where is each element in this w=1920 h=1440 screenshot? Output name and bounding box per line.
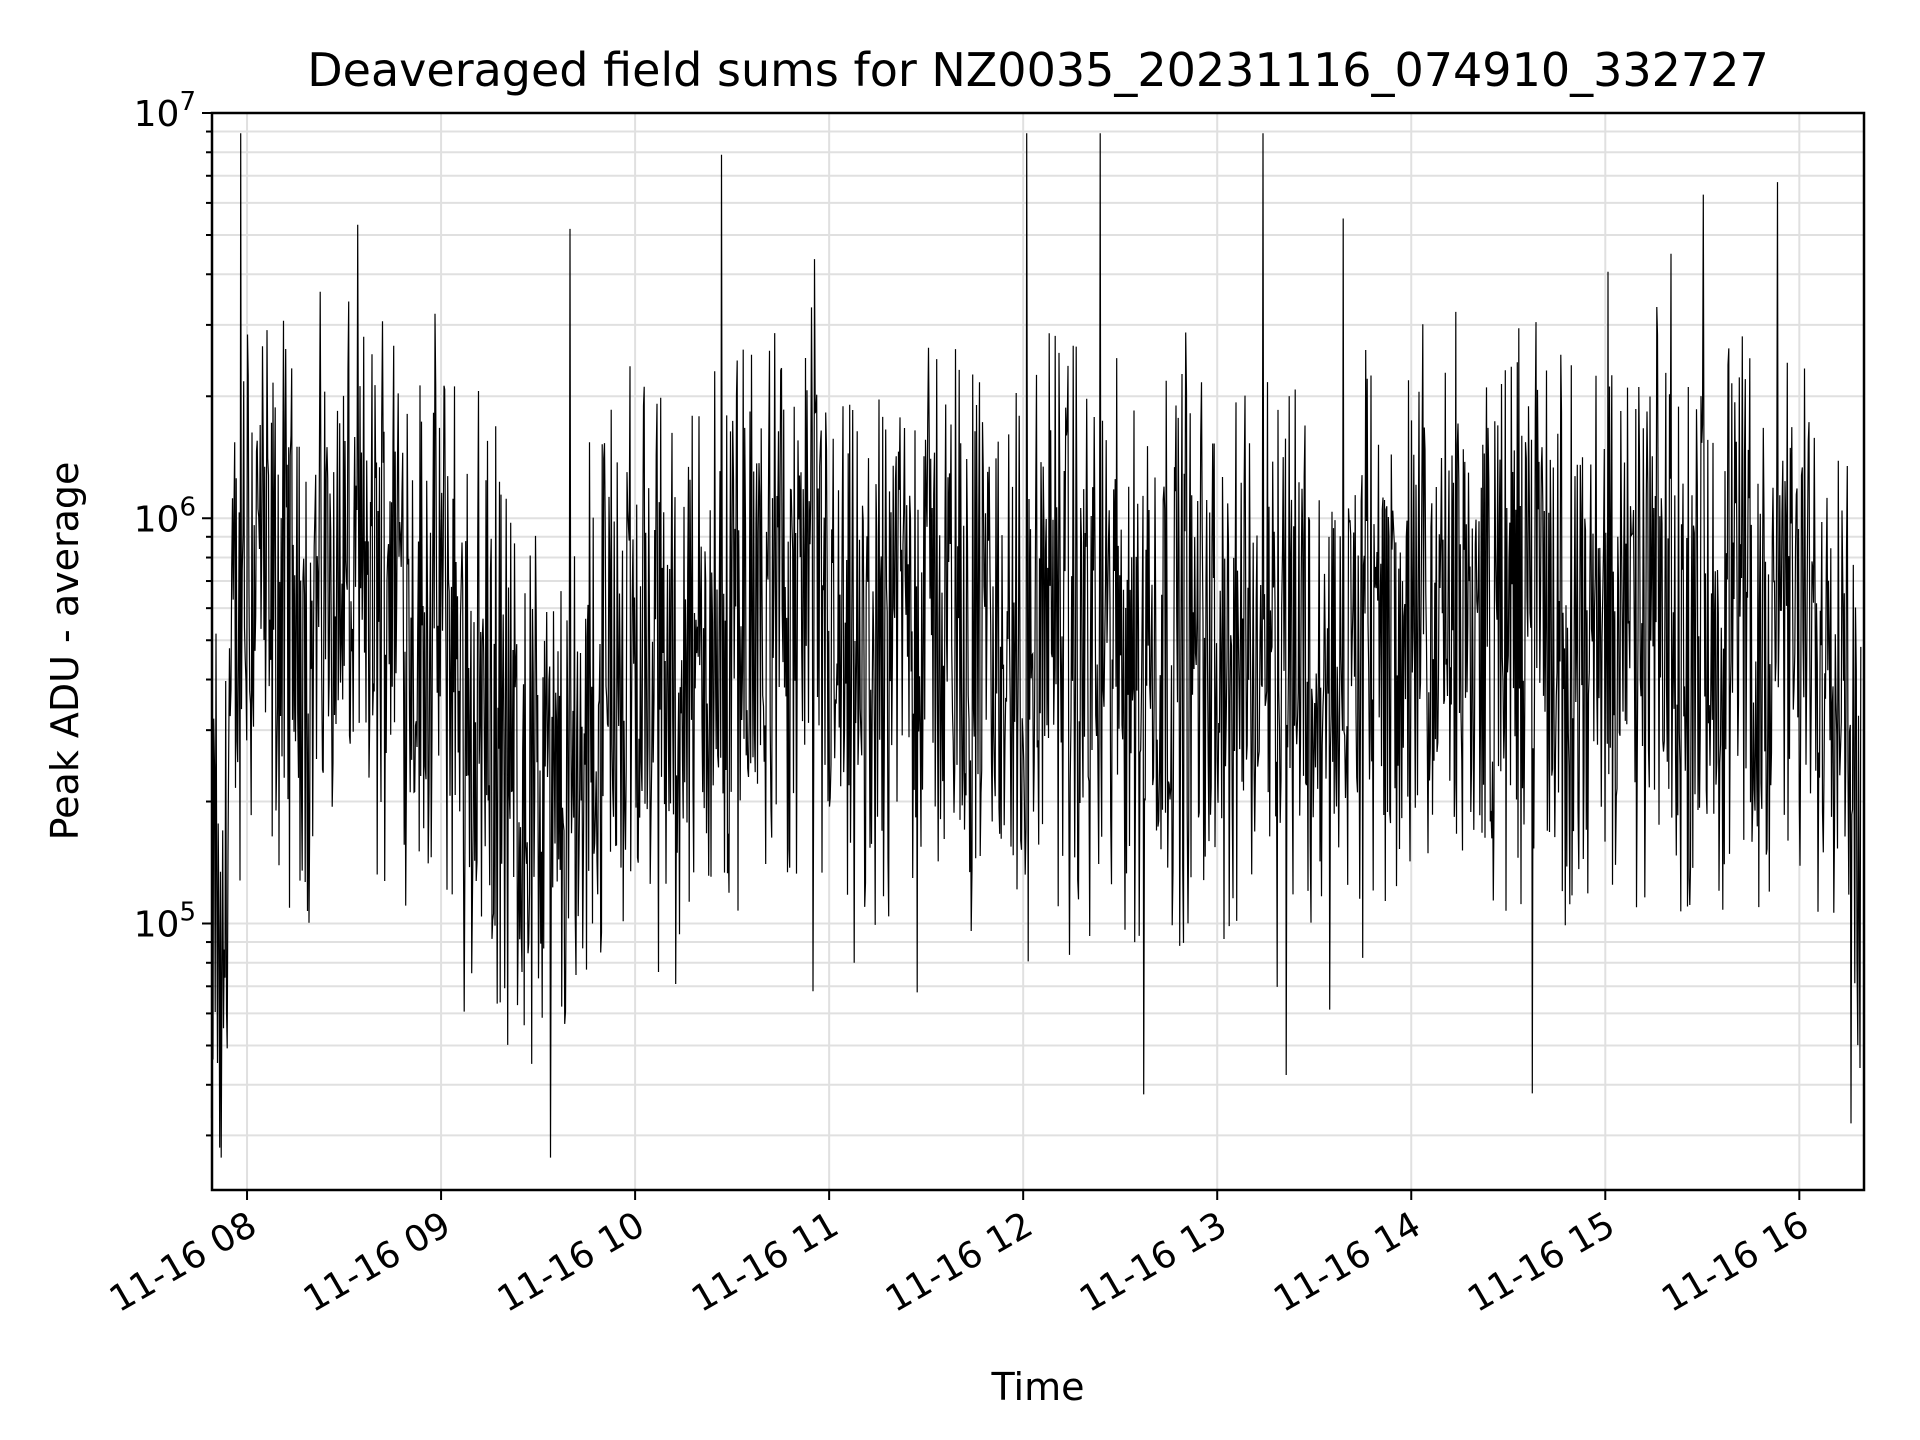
x-axis-label: Time	[991, 1365, 1085, 1409]
y-tick-label: 106	[134, 492, 196, 540]
y-axis-label: Peak ADU - average	[43, 462, 87, 841]
plot-frame	[210, 111, 1866, 1192]
y-ticks: 105 106 107	[134, 87, 212, 946]
chart-title: Deaveraged field sums for NZ0035_2023111…	[307, 43, 1768, 97]
y-tick-label: 105	[134, 898, 196, 946]
series-line	[210, 133, 1862, 1158]
y-tick-label: 107	[134, 87, 196, 135]
series-layer	[210, 133, 1862, 1158]
